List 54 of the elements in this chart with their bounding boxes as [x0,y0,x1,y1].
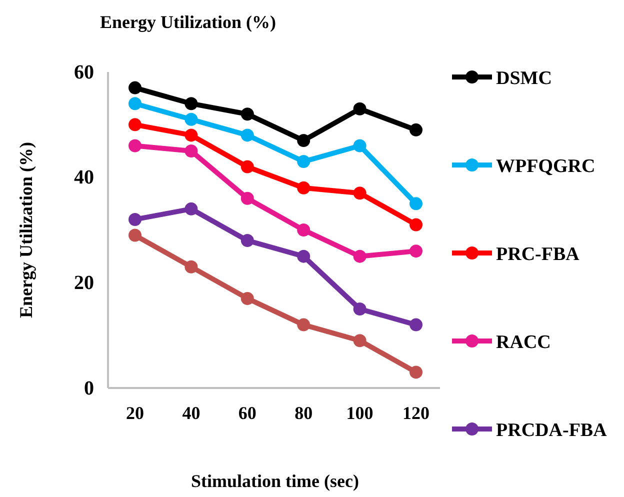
point [353,334,366,348]
y-axis-title: Energy Utilization (%) [16,142,36,318]
point [353,186,366,200]
point [240,234,254,248]
point [410,123,422,136]
point [184,112,198,126]
legend-label: WPFQGRC [496,156,596,177]
point [297,181,310,194]
x-axis-title: Stimulation time (sec) [191,471,359,491]
x-tick-label: 100 [346,402,374,423]
legend-label: RACC [496,332,551,353]
x-tick-label: 20 [126,402,144,423]
point [410,197,422,210]
point [128,139,142,152]
point [410,318,422,332]
point [240,192,254,205]
point [353,250,366,263]
point [410,366,422,379]
point [128,97,142,110]
point [353,102,366,116]
point [240,108,254,121]
legend-label: PRC-FBA [496,244,580,265]
y-tick-label: 60 [74,61,94,84]
point [128,228,142,242]
point [240,160,254,174]
legend-label: DSMC [496,68,552,89]
x-tick-label: 40 [182,402,200,423]
point [410,218,422,232]
y-tick-label: 40 [74,166,94,189]
point [240,292,254,305]
point [297,318,310,332]
point [297,134,310,147]
x-tick-label: 80 [294,402,313,423]
point [297,250,310,263]
point [128,212,142,226]
point [184,260,198,274]
y-tick-label: 0 [84,377,94,400]
chart-title: Energy Utilization (%) [100,12,276,32]
point [353,139,366,152]
point [128,81,142,94]
point [410,244,422,258]
point [184,128,198,142]
point [184,97,198,110]
point [240,128,254,142]
point [128,118,142,132]
point [297,155,310,168]
point [184,144,198,158]
point [297,224,310,236]
x-tick-label: 120 [402,402,430,423]
x-tick-label: 60 [238,402,256,423]
y-tick-label: 20 [74,272,94,294]
point [184,202,198,216]
point [353,302,366,316]
legend-label: PRCDA-FBA [496,420,608,441]
